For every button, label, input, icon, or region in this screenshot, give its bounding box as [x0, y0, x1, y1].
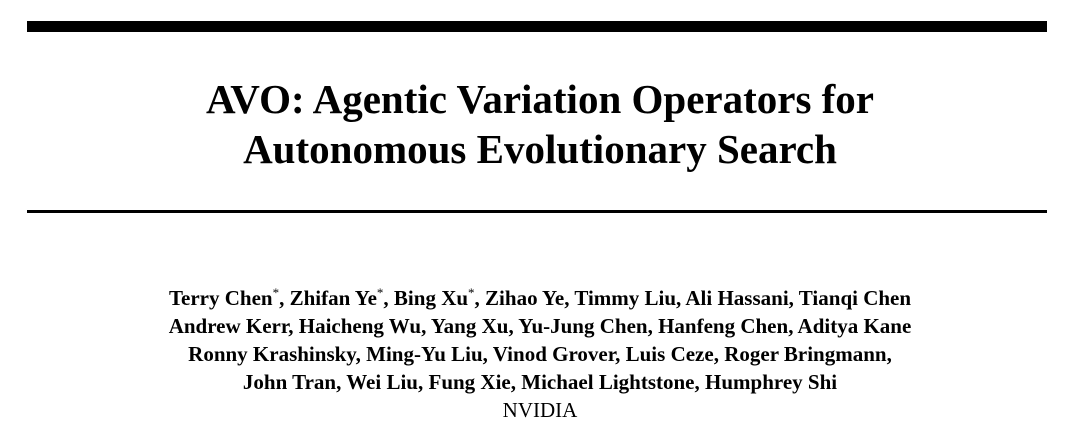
- author-mark: *: [272, 285, 280, 300]
- author-separator: ,: [788, 286, 794, 310]
- author-separator: ,: [288, 314, 294, 338]
- author-separator: ,: [508, 314, 514, 338]
- author-name: Tianqi Chen: [798, 286, 912, 310]
- author-separator: ,: [418, 370, 424, 394]
- author-name: Wei Liu: [346, 370, 418, 394]
- affiliation: NVIDIA: [502, 398, 578, 422]
- author-separator: ,: [482, 342, 488, 366]
- author-name: Aditya Kane: [797, 314, 912, 338]
- author-name: Fung Xie: [428, 370, 511, 394]
- author-name: John Tran: [242, 370, 337, 394]
- author-line: Ronny Krashinsky, Ming-Yu Liu, Vinod Gro…: [0, 340, 1080, 368]
- author-separator: ,: [383, 286, 389, 310]
- author-name: Michael Lightstone: [521, 370, 695, 394]
- author-name: Haicheng Wu: [298, 314, 422, 338]
- author-separator: ,: [713, 342, 719, 366]
- author-mark: *: [376, 285, 384, 300]
- author-name: Zhifan Ye: [289, 286, 377, 310]
- title-rule: [27, 210, 1047, 213]
- author-separator: ,: [886, 342, 892, 366]
- author-name: Andrew Kerr: [168, 314, 289, 338]
- author-name: Ali Hassani: [685, 286, 789, 310]
- author-separator: ,: [676, 286, 682, 310]
- author-separator: ,: [694, 370, 700, 394]
- author-name: Luis Ceze: [625, 342, 714, 366]
- author-separator: ,: [564, 286, 570, 310]
- author-name: Zihao Ye: [485, 286, 565, 310]
- author-name: Timmy Liu: [574, 286, 677, 310]
- author-separator: ,: [279, 286, 285, 310]
- paper-title: AVO: Agentic Variation Operators for Auto…: [0, 74, 1080, 174]
- author-block: Terry Chen*, Zhifan Ye*, Bing Xu*, Zihao…: [0, 284, 1080, 424]
- author-separator: ,: [615, 342, 621, 366]
- author-line: Terry Chen*, Zhifan Ye*, Bing Xu*, Zihao…: [0, 284, 1080, 312]
- author-name: Ming-Yu Liu: [366, 342, 483, 366]
- author-separator: ,: [647, 314, 653, 338]
- author-name: Terry Chen: [168, 286, 273, 310]
- author-line: Andrew Kerr, Haicheng Wu, Yang Xu, Yu-Ju…: [0, 312, 1080, 340]
- author-name: Ronny Krashinsky: [188, 342, 356, 366]
- author-name: Humphrey Shi: [705, 370, 838, 394]
- author-line: John Tran, Wei Liu, Fung Xie, Michael Li…: [0, 368, 1080, 396]
- title-line: Autonomous Evolutionary Search: [243, 126, 837, 172]
- author-name: Bing Xu: [393, 286, 469, 310]
- author-name: Vinod Grover: [492, 342, 616, 366]
- author-separator: ,: [336, 370, 342, 394]
- author-separator: ,: [474, 286, 480, 310]
- author-name: Yang Xu: [430, 314, 509, 338]
- author-separator: ,: [510, 370, 517, 394]
- author-mark: *: [468, 285, 475, 300]
- author-separator: ,: [421, 314, 427, 338]
- author-name: Roger Bringmann: [724, 342, 887, 366]
- author-name: Hanfeng Chen: [658, 314, 789, 338]
- author-separator: ,: [788, 314, 794, 338]
- top-rule: [27, 21, 1047, 32]
- author-name: Yu-Jung Chen: [518, 314, 648, 338]
- title-line: AVO: Agentic Variation Operators for: [205, 76, 875, 122]
- author-separator: ,: [355, 342, 361, 366]
